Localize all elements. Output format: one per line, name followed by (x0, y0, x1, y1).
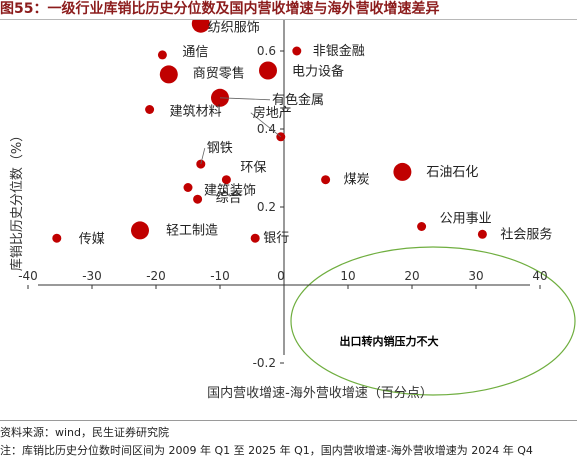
point-label: 非银金融 (313, 43, 365, 59)
figure-title: 图55：一级行业库销比历史分位数及国内营收增速与海外营收增速差异 (0, 1, 440, 17)
x-tick-label: -10 (210, 269, 230, 283)
leader-line (250, 112, 282, 138)
leader-line (219, 97, 271, 101)
y-tick-label: 0.6 (257, 44, 276, 58)
point-e4bca0e5aa92 (52, 233, 62, 243)
point-label: 环保 (240, 161, 266, 176)
point-e5bbbae7ad91e69d90e69699 (145, 105, 155, 114)
point-e5bbbae7ad91e8a385e9a5b0 (183, 183, 193, 192)
point-label: 钢铁 (207, 141, 233, 156)
y-tick-label: -0.2 (253, 356, 276, 370)
point-label: 纺织服饰 (208, 21, 260, 36)
x-tick-label: 40 (532, 269, 547, 283)
point-label: 公用事业 (440, 212, 492, 227)
point-e585ace794a8e4ba8be4b89a (417, 222, 427, 231)
point-e993b6e8a18c (250, 233, 260, 243)
point-label: 房地产 (253, 105, 292, 121)
footnote: 注：库销比历史分位数时间区间为 2009 年 Q1 至 2025 年 Q1，国内… (0, 444, 533, 457)
x-tick-label: 0 (277, 269, 285, 283)
point-e78eafe4bf9d (221, 175, 231, 185)
point-label: 社会服务 (500, 226, 552, 242)
title-divider (0, 19, 577, 20)
point-e9809ae4bfa1 (157, 50, 167, 60)
point-label: 石油石化 (426, 165, 478, 180)
point-label: 煤炭 (344, 173, 370, 188)
point-label: 建筑装饰 (204, 183, 256, 199)
point-label: 有色金属 (272, 92, 324, 108)
x-tick-label: -20 (146, 269, 166, 283)
point-e79fb3e6b2b9e79fb3e58c96 (393, 162, 412, 181)
x-tick-label: 30 (468, 269, 483, 283)
y-tick-label: 0.2 (257, 200, 276, 214)
leader-line (200, 148, 206, 165)
x-tick-label: -30 (82, 269, 102, 283)
point-label: 传媒 (79, 232, 105, 247)
point-e99d9ee993b6e98791e89e8d (292, 46, 302, 56)
y-axis-title: 库销比历史分位数（%） (9, 129, 25, 271)
point-label: 轻工制造 (166, 223, 218, 238)
x-tick-label: 10 (340, 269, 355, 283)
point-e7a4bee4bc9ae69c8de58aa1 (477, 229, 487, 239)
x-tick-label: -40 (18, 269, 38, 283)
highlight-ellipse (290, 246, 576, 396)
point-e8bdbbe5b7a5e588b6e980a0 (131, 221, 149, 240)
point-label: 银行 (263, 231, 289, 246)
x-tick-label: 20 (404, 269, 419, 283)
point-label: 电力设备 (292, 64, 344, 80)
footer-divider (0, 420, 577, 421)
x-axis-title: 国内营收增速-海外营收增速（百分点） (207, 385, 433, 401)
point-e794b5e58a9be8aebee5a487 (259, 61, 277, 80)
point-e7babae7bb87e69c8de9a5b0 (191, 20, 210, 33)
y-tick-label: 0.4 (257, 122, 276, 136)
scatter-chart: -40-30-20-10010203040-0.20.20.40.61.2国内营… (9, 20, 576, 401)
point-label: 综合 (216, 191, 242, 206)
source-note: 资料来源：wind，民生证券研究院 (0, 426, 170, 439)
point-label: 建筑材料 (170, 104, 222, 120)
point-e785a4e782ad (321, 175, 331, 185)
annotation-text: 出口转内销压力不大 (340, 334, 439, 348)
point-e7bbbce59088 (193, 194, 203, 204)
point-label: 通信 (182, 45, 208, 60)
point-e59586e8b4b8e99bb6e594ae (159, 65, 178, 84)
point-label: 商贸零售 (193, 65, 245, 81)
